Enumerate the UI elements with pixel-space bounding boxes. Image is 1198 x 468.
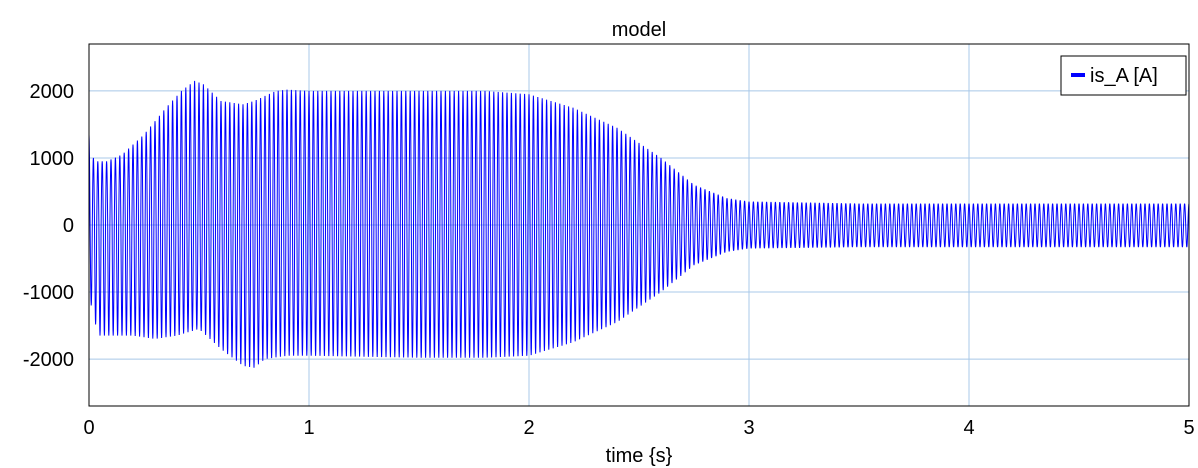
- x-tick-label-4: 4: [963, 417, 974, 439]
- legend[interactable]: is_A [A]: [1060, 55, 1187, 96]
- y-tick-label-4: -2000: [23, 349, 74, 371]
- y-axis-ticks: 2000 1000 0 -1000 -2000: [23, 81, 74, 371]
- plot-frame: [88, 43, 1190, 407]
- x-tick-label-5: 5: [1183, 417, 1194, 439]
- x-tick-label-3: 3: [743, 417, 754, 439]
- series-is-a: [88, 80, 1190, 368]
- legend-swatch: [1071, 73, 1085, 77]
- x-tick-label-2: 2: [523, 417, 534, 439]
- x-axis-ticks: 0 1 2 3 4 5: [83, 417, 1194, 439]
- legend-label: is_A [A]: [1090, 65, 1158, 87]
- y-tick-label-3: -1000: [23, 282, 74, 304]
- series-line-0: [88, 80, 1190, 368]
- x-axis-label: time {s}: [606, 445, 673, 467]
- y-tick-label-1: 1000: [30, 148, 75, 170]
- y-tick-label-0: 2000: [30, 81, 75, 103]
- chart-title: model: [612, 19, 666, 41]
- y-tick-label-2: 0: [63, 215, 74, 237]
- x-tick-label-1: 1: [303, 417, 314, 439]
- x-tick-label-0: 0: [83, 417, 94, 439]
